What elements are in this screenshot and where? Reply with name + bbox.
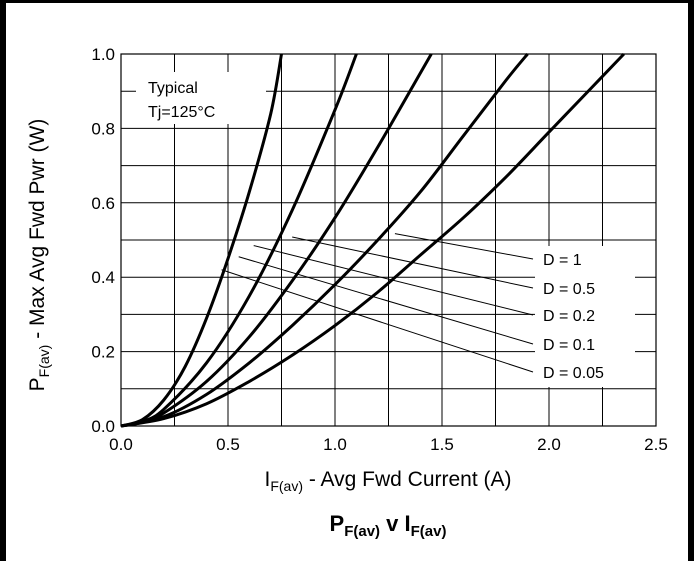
curve-label: D = 0.1 (543, 337, 595, 354)
y-axis-label: PF(av) - Max Avg Fwd Pwr (W) (26, 119, 52, 392)
curve-label: D = 0.2 (543, 308, 595, 325)
y-tick-label: 0.2 (91, 343, 115, 362)
y-tick-labels: 0.0 0.2 0.4 0.6 0.8 1.0 (91, 45, 115, 436)
x-tick-label: 2.0 (537, 435, 561, 454)
leader-line (238, 256, 534, 345)
y-tick-label: 0.8 (91, 119, 115, 138)
curve-line (120, 53, 283, 428)
curve-line (120, 53, 529, 428)
curves (120, 52, 625, 428)
annotation-line-1: Typical (148, 80, 198, 97)
curve-label: D = 0.05 (543, 365, 604, 382)
y-tick-label: 0.0 (91, 417, 115, 436)
y-tick-label: 0.4 (91, 268, 115, 287)
x-tick-label: 0.0 (109, 435, 133, 454)
x-tick-label: 2.5 (644, 435, 668, 454)
y-tick-label: 0.6 (91, 194, 115, 213)
leader-line (253, 245, 534, 316)
leader-lines (221, 233, 534, 373)
x-axis-label: IF(av) - Avg Fwd Current (A) (264, 468, 511, 494)
x-tick-label: 0.5 (216, 435, 240, 454)
y-tick-label: 1.0 (91, 45, 115, 64)
curve-label: D = 1 (543, 252, 582, 269)
annotation-box (136, 72, 266, 124)
x-tick-labels: 0.0 0.5 1.0 1.5 2.0 2.5 (109, 435, 668, 454)
x-tick-label: 1.5 (430, 435, 454, 454)
curve-label: D = 0.5 (543, 281, 595, 298)
curve-labels: D = 1 D = 0.5 D = 0.2 D = 0.1 D = 0.05 (535, 246, 635, 387)
annotation-line-2: Tj=125°C (148, 104, 215, 121)
leader-line (292, 236, 534, 289)
leader-line (394, 233, 534, 260)
x-tick-label: 1.0 (323, 435, 347, 454)
curve-labels-background (535, 246, 635, 387)
leader-line (221, 269, 534, 373)
chart-title: PF(av) v IF(av) (330, 511, 447, 540)
curve-line (120, 52, 625, 428)
